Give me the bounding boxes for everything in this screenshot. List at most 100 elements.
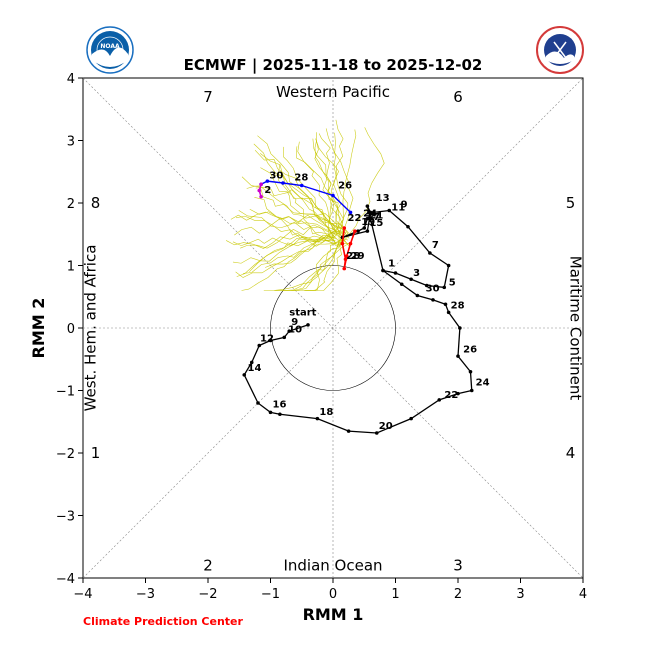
ensemble-member-line	[234, 214, 344, 236]
ensemble-member-line	[240, 226, 345, 249]
noaa-logo-text: NOAA	[100, 43, 120, 50]
ensemble-member-line	[283, 146, 336, 245]
observed-point	[356, 229, 360, 233]
observed-day-label: 18	[319, 407, 333, 418]
phase-label-2: 2	[203, 557, 213, 575]
y-tick-label: 3	[67, 135, 75, 150]
region-label-top: Western Pacific	[276, 83, 390, 101]
forecast-red-day-label: 28	[346, 251, 360, 262]
ensemble-member-line	[318, 133, 344, 237]
phase-label-6: 6	[453, 88, 463, 106]
observed-point	[456, 354, 460, 358]
ensemble-member-line	[257, 135, 337, 235]
forecast-blue-day-label: 28	[294, 172, 308, 183]
x-tick-label: 1	[391, 587, 399, 602]
region-label-right: Maritime Continent	[567, 256, 585, 401]
forecast-red-point	[344, 254, 349, 258]
credit-text: Climate Prediction Center	[83, 615, 243, 628]
observed-point	[456, 391, 460, 396]
phase-label-8: 8	[91, 194, 101, 212]
x-tick-label: 2	[454, 587, 462, 602]
y-tick-label: 2	[67, 197, 75, 212]
observed-point	[371, 210, 376, 215]
observed-point	[368, 210, 373, 215]
ensemble-member-line	[225, 234, 337, 249]
observed-point	[306, 323, 310, 327]
observed-point	[469, 388, 474, 393]
region-label-bottom: Indian Ocean	[283, 557, 382, 575]
ensemble-member-line	[344, 129, 357, 236]
phase-label-7: 7	[203, 88, 213, 106]
observed-point	[278, 412, 282, 417]
observed-day-label: 24	[363, 209, 377, 220]
ensemble-member-line	[249, 231, 349, 272]
ensemble-member-line	[232, 237, 336, 247]
observed-point	[399, 282, 404, 287]
observed-point	[431, 298, 435, 302]
ensemble-member-line	[230, 211, 337, 233]
x-tick-label: 3	[516, 587, 524, 602]
region-label-left: West. Hem. and Africa	[82, 245, 100, 412]
phase-label-3: 3	[453, 557, 463, 575]
ensemble-member-line	[296, 146, 334, 241]
observed-point	[443, 302, 448, 307]
y-tick-label: −1	[56, 385, 75, 400]
ensemble-member-line	[235, 239, 343, 278]
forecast-blue-point	[265, 179, 270, 183]
x-axis-label: RMM 1	[303, 605, 364, 624]
ensemble-member-line	[254, 149, 342, 230]
observed-point	[256, 401, 260, 405]
ensemble-member-line	[265, 231, 347, 268]
observed-point	[362, 226, 367, 230]
phase-label-5: 5	[566, 194, 576, 212]
y-tick-label: 4	[67, 72, 75, 87]
observed-point	[409, 416, 413, 421]
observed-day-label: 19	[361, 217, 375, 228]
y-tick-label: 0	[67, 322, 75, 337]
ensemble-member-line	[305, 236, 349, 291]
x-tick-label: −3	[136, 587, 155, 602]
ensemble-member-line	[277, 164, 337, 244]
observed-day-label: 22	[348, 213, 362, 224]
observed-point	[446, 310, 451, 315]
forecast-red-point	[353, 229, 357, 233]
forecast-magenta-point	[259, 182, 263, 187]
observed-point	[346, 429, 351, 433]
phase-label-4: 4	[566, 444, 576, 462]
observed-point	[409, 277, 413, 282]
observed-day-label: 30	[426, 284, 440, 295]
observed-day-label: 11	[391, 202, 405, 213]
observed-point	[287, 329, 292, 333]
observed-day-label: 20	[379, 421, 393, 432]
x-tick-label: 0	[329, 587, 337, 602]
observed-day-label: 24	[476, 377, 490, 388]
observed-day-label: 3	[413, 268, 420, 279]
observed-point	[365, 216, 370, 221]
x-tick-label: 4	[579, 587, 587, 602]
ensemble-member-line	[253, 143, 341, 233]
observed-day-label: 26	[463, 344, 477, 355]
observed-point	[415, 293, 420, 298]
forecast-blue-point	[281, 181, 285, 185]
y-tick-label: −2	[56, 447, 75, 462]
observed-day-label: 22	[444, 390, 458, 401]
forecast-red-day-label: 29	[351, 251, 365, 262]
observed-day-label: 17	[366, 212, 380, 223]
observed-point	[424, 283, 429, 288]
observed-day-label: 21	[369, 211, 383, 222]
observed-point	[381, 268, 385, 273]
observed-point	[365, 204, 370, 208]
observed-day-label: 9	[401, 199, 408, 210]
phase-label-1: 1	[91, 444, 101, 462]
observed-day-label: 1	[388, 259, 395, 270]
forecast-magenta-point	[257, 188, 262, 193]
forecast-red-point	[343, 257, 348, 262]
observed-point	[387, 208, 392, 213]
observed-day-label: 5	[449, 277, 456, 288]
observed-day-label: 28	[451, 301, 465, 312]
observed-point	[446, 263, 451, 268]
observed-point	[242, 373, 247, 377]
y-tick-label: −3	[56, 510, 75, 525]
forecast-red-point	[342, 226, 347, 230]
observed-point	[442, 285, 447, 290]
